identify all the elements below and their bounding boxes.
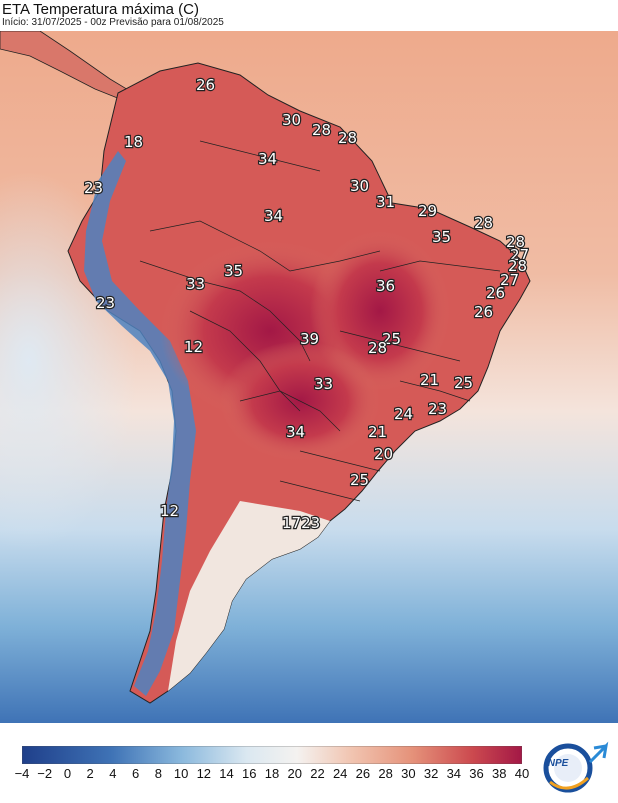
logo-arrow-icon [588,741,609,764]
colorbar-tick-label: 16 [242,766,257,781]
colorbar-tick-label: 40 [514,766,530,781]
temp-label: 26 [196,76,215,94]
southern-cone-cool [168,501,330,691]
temp-label: 26 [486,284,505,302]
temp-label: 18 [124,133,143,151]
andes-cold-zone [84,151,196,696]
temp-label: 28 [474,214,493,232]
colorbar-tick-label: 34 [446,766,462,781]
colorbar-tick-label: 18 [264,766,280,781]
colorbar-tick-label: 26 [355,766,371,781]
temp-label: 25 [382,330,401,348]
colorbar-ticks: −4 −2 0 2 4 6 8 10 12 14 16 18 20 22 24 26 28 30 32 34 36 38 4… [15,766,530,782]
temp-label: 23 [84,179,103,197]
temp-label: 12 [184,338,203,356]
temp-label: 21 [420,371,439,389]
temp-label: 27 [500,271,519,289]
temp-label: 33 [186,275,205,293]
colorbar-tick-label: 32 [423,766,439,781]
colorbar-tick-label: 6 [132,766,140,781]
temp-label: 28 [368,339,387,357]
colorbar-tick-label: 22 [310,766,325,781]
temp-label: 23 [428,400,447,418]
temp-label: 27 [510,246,529,264]
temp-label: 34 [286,423,305,441]
temp-label: 25 [350,471,369,489]
inpe-logo [538,738,616,798]
temp-label: 30 [282,111,301,129]
logo-circle [543,743,593,793]
temp-label: 28 [508,257,527,275]
colorbar-tick-label: 28 [378,766,393,781]
colorbar-tick-label: 38 [492,766,507,781]
temp-label: 1723 [282,514,320,532]
colorbar-tick-label: 2 [86,766,94,781]
forecast-subtitle: Início: 31/07/2025 - 00z Previsão para 0… [2,17,224,28]
temp-label: 39 [300,330,319,348]
colorbar-tick-label: 10 [173,766,189,781]
colorbar-tick-label: 20 [287,766,302,781]
temp-label: 12 [160,502,179,520]
colorbar-tick-label: 8 [154,766,162,781]
temp-label: 35 [224,262,243,280]
colorbar-tick-label: 4 [109,766,117,781]
temperature-colorbar [21,745,523,765]
temp-label: 28 [506,233,525,251]
temp-label: 29 [418,202,437,220]
temp-label: 30 [350,177,369,195]
colorbar-tick-label: 12 [196,766,212,781]
temp-label: 35 [432,228,451,246]
temp-label: 24 [394,405,413,423]
temp-label: 34 [264,207,283,225]
colorbar-tick-label: 14 [219,766,234,781]
temp-label: 31 [376,193,395,211]
temp-label: 28 [338,129,357,147]
temp-label: 36 [376,277,395,295]
map-title: ETA Temperatura máxima (C) [2,1,199,18]
temp-label: 28 [312,121,331,139]
temp-label: 23 [96,294,115,312]
temp-label: 21 [368,423,387,441]
colorbar-tick-label: −4 [14,766,30,781]
temperature-map: 26 18 30 28 28 34 23 30 31 29 28 34 35 2… [0,31,618,723]
political-borders [139,140,501,502]
temperature-labels: 26 18 30 28 28 34 23 30 31 29 28 34 35 2… [83,75,530,533]
temp-label: 26 [474,303,493,321]
colorbar-tick-label: −2 [37,766,53,781]
temp-label: 25 [454,374,473,392]
temp-label: 33 [314,375,333,393]
colorbar-gradient [21,745,523,765]
colorbar-tick-label: 30 [401,766,416,781]
colorbar-tick-label: 36 [469,766,484,781]
inpe-logo-text: INPE [545,758,569,769]
colorbar-tick-label: 24 [332,766,348,781]
temp-label: 20 [374,445,393,463]
colorbar-tick-label: 0 [63,766,72,781]
hot-core-east [310,231,450,391]
temp-label: 34 [258,150,277,168]
